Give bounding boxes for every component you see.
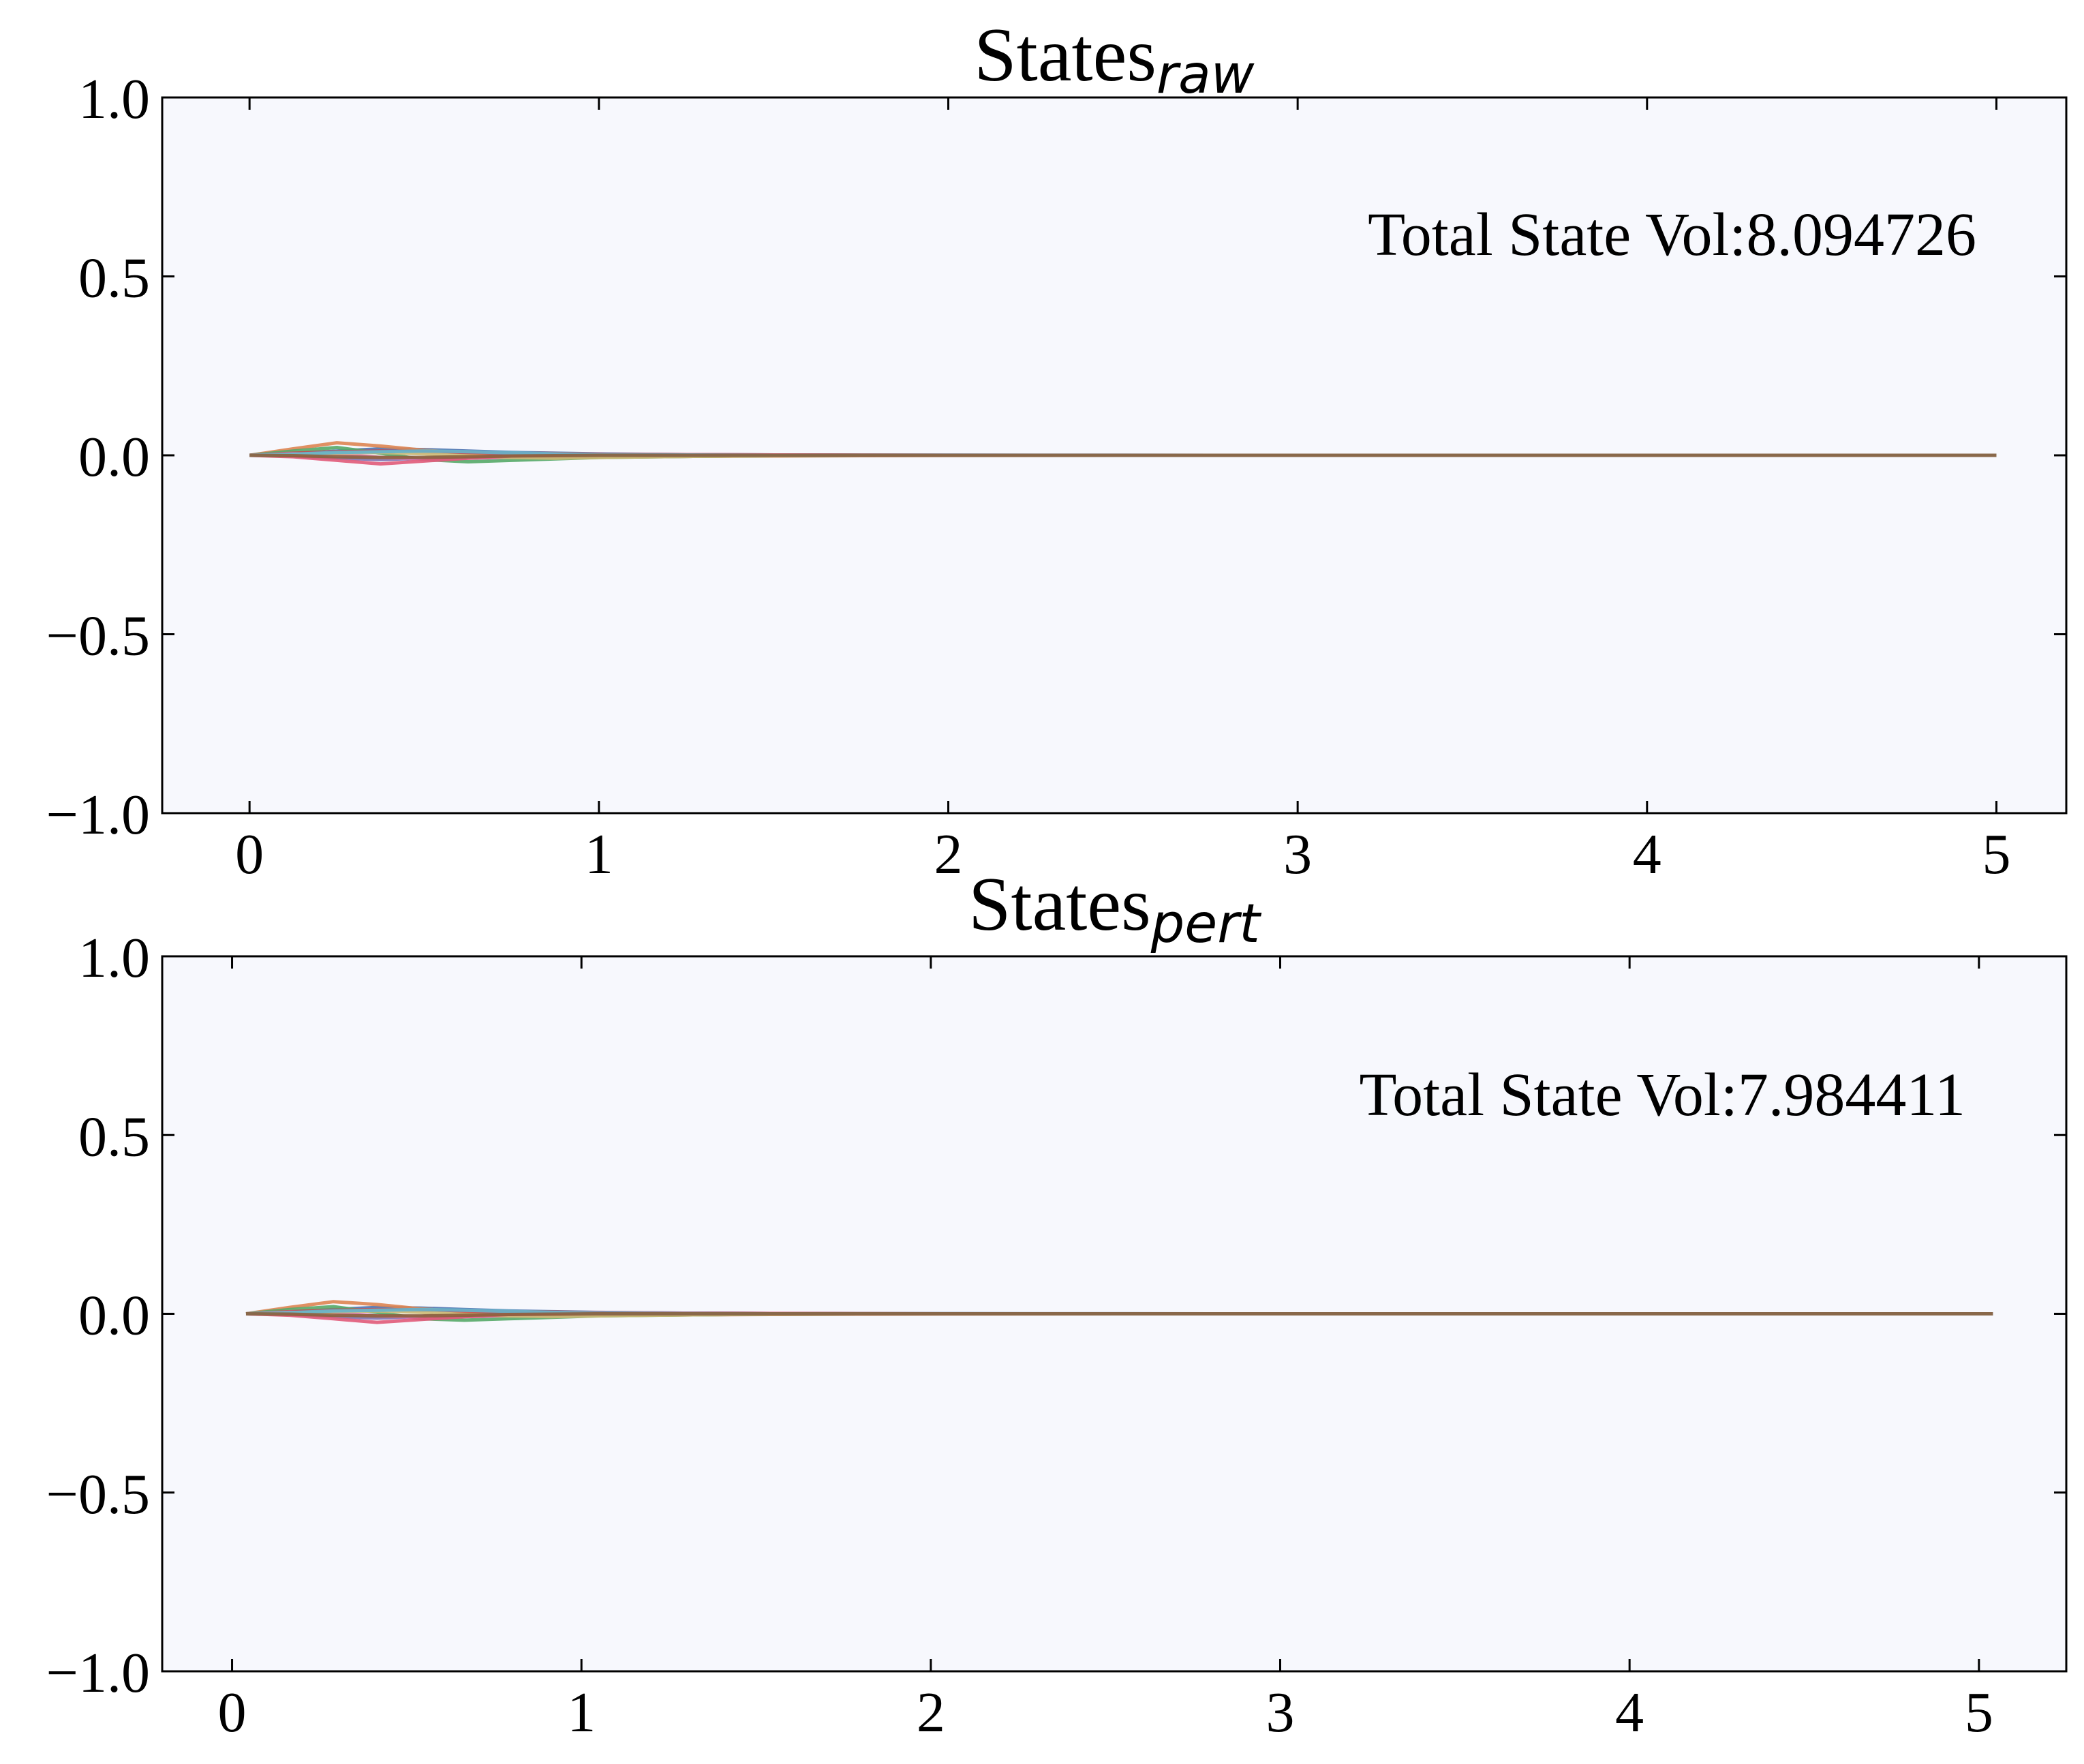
y-tick-label: 1.0 xyxy=(78,926,150,990)
chart-title-main: States xyxy=(974,13,1156,97)
series-group xyxy=(245,1300,1993,1324)
y-tick-label: −0.5 xyxy=(46,605,150,668)
y-tick-label: 0.5 xyxy=(78,1105,150,1168)
y-tick-label: 0.0 xyxy=(78,1284,150,1348)
chart-title-subscript: raw xyxy=(1156,44,1255,106)
x-tick-label: 0 xyxy=(235,823,264,886)
y-tick-label: −1.0 xyxy=(46,1641,150,1705)
x-tick-label: 3 xyxy=(1283,823,1312,886)
x-tick-label: 3 xyxy=(1266,1681,1295,1744)
x-tick-label: 5 xyxy=(1982,823,2010,886)
x-tick-label: 1 xyxy=(585,823,613,886)
y-tick-label: 0.0 xyxy=(78,425,150,489)
y-tick-label: 1.0 xyxy=(78,67,150,131)
annotation-total-state-vol: Total State Vol:7.984411 xyxy=(1359,1061,1965,1129)
y-tick-label: −1.0 xyxy=(46,783,150,847)
y-tick-label: −0.5 xyxy=(46,1463,150,1526)
series-line-10 xyxy=(249,453,1997,459)
annotation-total-state-vol: Total State Vol:8.094726 xyxy=(1368,201,1976,269)
chart-title: Statespert xyxy=(968,862,1261,955)
subplot-2: 1.0 0.5 0.0 −0.5 −1.0 0 1 2 3 4 5 Statespert Total S… xyxy=(46,862,2068,1744)
series-group xyxy=(249,441,1997,466)
y-tick-label: 0.5 xyxy=(78,247,150,310)
chart-title-subscript: pert xyxy=(1150,894,1262,955)
x-tick-label: 0 xyxy=(218,1681,247,1744)
chart-title: Statesraw xyxy=(974,13,1254,106)
series-line-10 xyxy=(245,1312,1993,1318)
x-tick-label: 2 xyxy=(917,1681,945,1744)
subplot-1: 1.0 0.5 0.0 −0.5 −1.0 0 1 2 3 4 5 Statesraw Total St… xyxy=(46,13,2068,886)
x-tick-label: 5 xyxy=(1965,1681,1993,1744)
x-tick-label: 1 xyxy=(567,1681,596,1744)
x-tick-label: 4 xyxy=(1633,823,1661,886)
chart-title-main: States xyxy=(968,862,1151,947)
x-tick-label: 4 xyxy=(1615,1681,1644,1744)
x-tick-label: 2 xyxy=(934,823,962,886)
